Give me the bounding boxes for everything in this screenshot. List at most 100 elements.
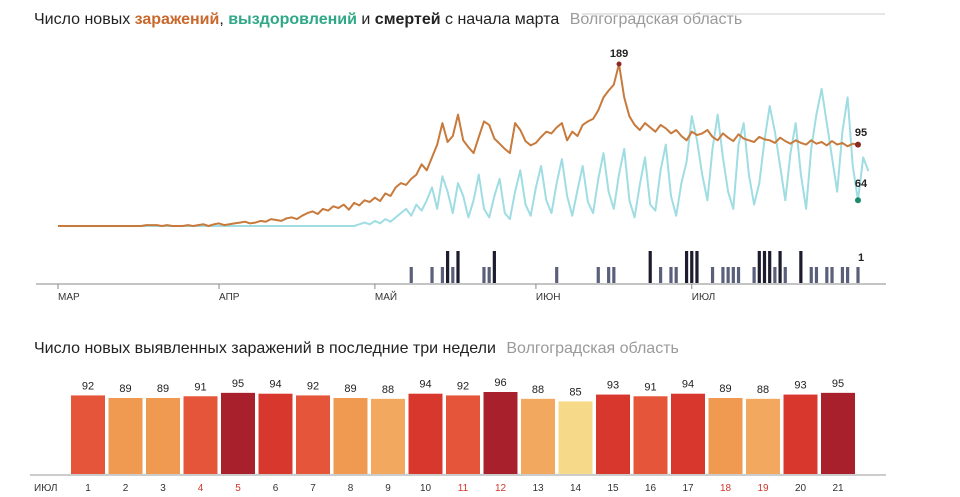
- deaths-bar: [710, 267, 715, 283]
- deaths-bar: [778, 251, 782, 283]
- day-bar: [296, 395, 330, 474]
- day-bar: [446, 395, 480, 474]
- day-bar: [708, 397, 743, 474]
- day-tick-label: 8: [348, 483, 354, 494]
- deaths-bar: [846, 267, 850, 283]
- deaths-bar: [440, 267, 445, 283]
- deaths-bar: [825, 267, 829, 283]
- day-tick-label: 20: [795, 483, 807, 494]
- day-bar: [258, 393, 293, 474]
- bar-value-label: 91: [194, 381, 206, 393]
- day-bar: [596, 394, 630, 474]
- infections-end-label: 95: [855, 127, 867, 139]
- day-tick-label: 7: [310, 483, 316, 494]
- deaths-bar: [783, 267, 787, 283]
- bar-value-label: 91: [644, 381, 656, 393]
- deaths-bar: [451, 267, 455, 283]
- deaths-bar: [409, 267, 413, 283]
- infections-line: [58, 63, 859, 227]
- bar-value-label: 88: [532, 384, 544, 396]
- deaths-bar: [799, 251, 803, 283]
- deaths-bar: [492, 251, 496, 283]
- deaths-bar: [684, 251, 689, 283]
- title-infections-word: заражений: [134, 11, 220, 28]
- day-bar: [71, 395, 105, 474]
- x-tick-label: МАЙ: [375, 290, 397, 303]
- bar-value-label: 95: [232, 378, 244, 390]
- bar-value-label: 93: [794, 380, 806, 392]
- deaths-bar: [757, 251, 761, 283]
- day-tick-label: 9: [385, 483, 391, 494]
- chart2-title: Число новых выявленных заражений в после…: [34, 340, 496, 357]
- peak-value-label: 189: [610, 48, 628, 60]
- bar-value-label: 89: [344, 383, 356, 395]
- deaths-bar: [773, 267, 777, 283]
- day-bar: [521, 398, 555, 474]
- day-tick-label: 21: [832, 483, 844, 494]
- deaths-end-label: 1: [858, 252, 864, 264]
- deaths-bar: [726, 267, 730, 283]
- day-bar: [408, 393, 443, 474]
- bar-value-label: 88: [382, 384, 394, 396]
- deaths-bar: [690, 251, 694, 283]
- daily-cases-line-chart: МАР АПР МАЙ ИЮН ИЮЛ 189 95 64 1: [36, 13, 886, 303]
- title-deaths-word: смертей: [374, 11, 441, 28]
- bar-value-label: 94: [269, 379, 281, 391]
- deaths-bar: [612, 267, 616, 283]
- day-tick-label: 5: [235, 483, 241, 494]
- deaths-bar: [856, 267, 860, 283]
- day-bar: [221, 392, 255, 474]
- recoveries-end-label: 64: [855, 178, 868, 190]
- region-label: Волгоградская область: [569, 11, 743, 28]
- day-bar: [183, 396, 218, 474]
- title-text-part: с начала марта: [440, 11, 560, 28]
- region-label-2: Волгоградская область: [506, 340, 679, 357]
- deaths-bar: [695, 251, 699, 283]
- day-tick-label: 16: [645, 483, 657, 494]
- day-tick-label: 15: [607, 483, 619, 494]
- bar-value-label: 93: [607, 380, 619, 392]
- deaths-bar: [456, 251, 460, 283]
- deaths-bar: [809, 267, 813, 283]
- x-tick-label: ИЮН: [536, 292, 561, 303]
- deaths-bar: [674, 267, 678, 283]
- deaths-bar: [669, 267, 673, 283]
- day-tick-label: 2: [123, 483, 129, 494]
- bar-value-label: 95: [832, 378, 844, 390]
- x-tick-label: ИЮЛ: [692, 292, 715, 303]
- day-tick-label: 1: [85, 483, 91, 494]
- bar-value-label: 92: [82, 380, 94, 392]
- deaths-bar: [430, 267, 434, 283]
- day-bar: [746, 398, 780, 474]
- deaths-bar: [736, 267, 741, 283]
- deaths-bar: [721, 267, 725, 283]
- bar-value-label: 88: [757, 384, 769, 396]
- day-tick-label: 11: [458, 483, 469, 494]
- day-tick-label: 19: [757, 483, 769, 494]
- bar-value-label: 94: [682, 379, 694, 391]
- deaths-bar: [607, 267, 611, 283]
- infections-peak-point: [616, 61, 622, 67]
- bar-value-label: 96: [494, 377, 506, 389]
- day-tick-label: 12: [495, 483, 507, 494]
- day-tick-label: 14: [570, 483, 582, 494]
- day-tick-label: 17: [682, 483, 694, 494]
- deaths-bar: [840, 267, 845, 283]
- title-text-part: ,: [219, 11, 229, 28]
- bar-value-label: 94: [419, 379, 431, 391]
- day-tick-label: 18: [720, 483, 732, 494]
- bar-value-label: 89: [719, 383, 731, 395]
- bar-value-label: 89: [157, 383, 169, 395]
- day-tick-label: 4: [198, 483, 204, 494]
- bar-value-label: 89: [119, 383, 131, 395]
- day-bar: [371, 398, 405, 474]
- month-label: ИЮЛ: [34, 483, 57, 494]
- day-tick-label: 10: [420, 483, 432, 494]
- deaths-bar: [658, 267, 663, 283]
- deaths-bar: [762, 251, 767, 283]
- chart-title-three-weeks: Число новых выявленных заражений в после…: [34, 340, 679, 358]
- recoveries-end-point: [855, 197, 861, 204]
- deaths-bar: [596, 267, 600, 283]
- day-bar: [783, 394, 818, 474]
